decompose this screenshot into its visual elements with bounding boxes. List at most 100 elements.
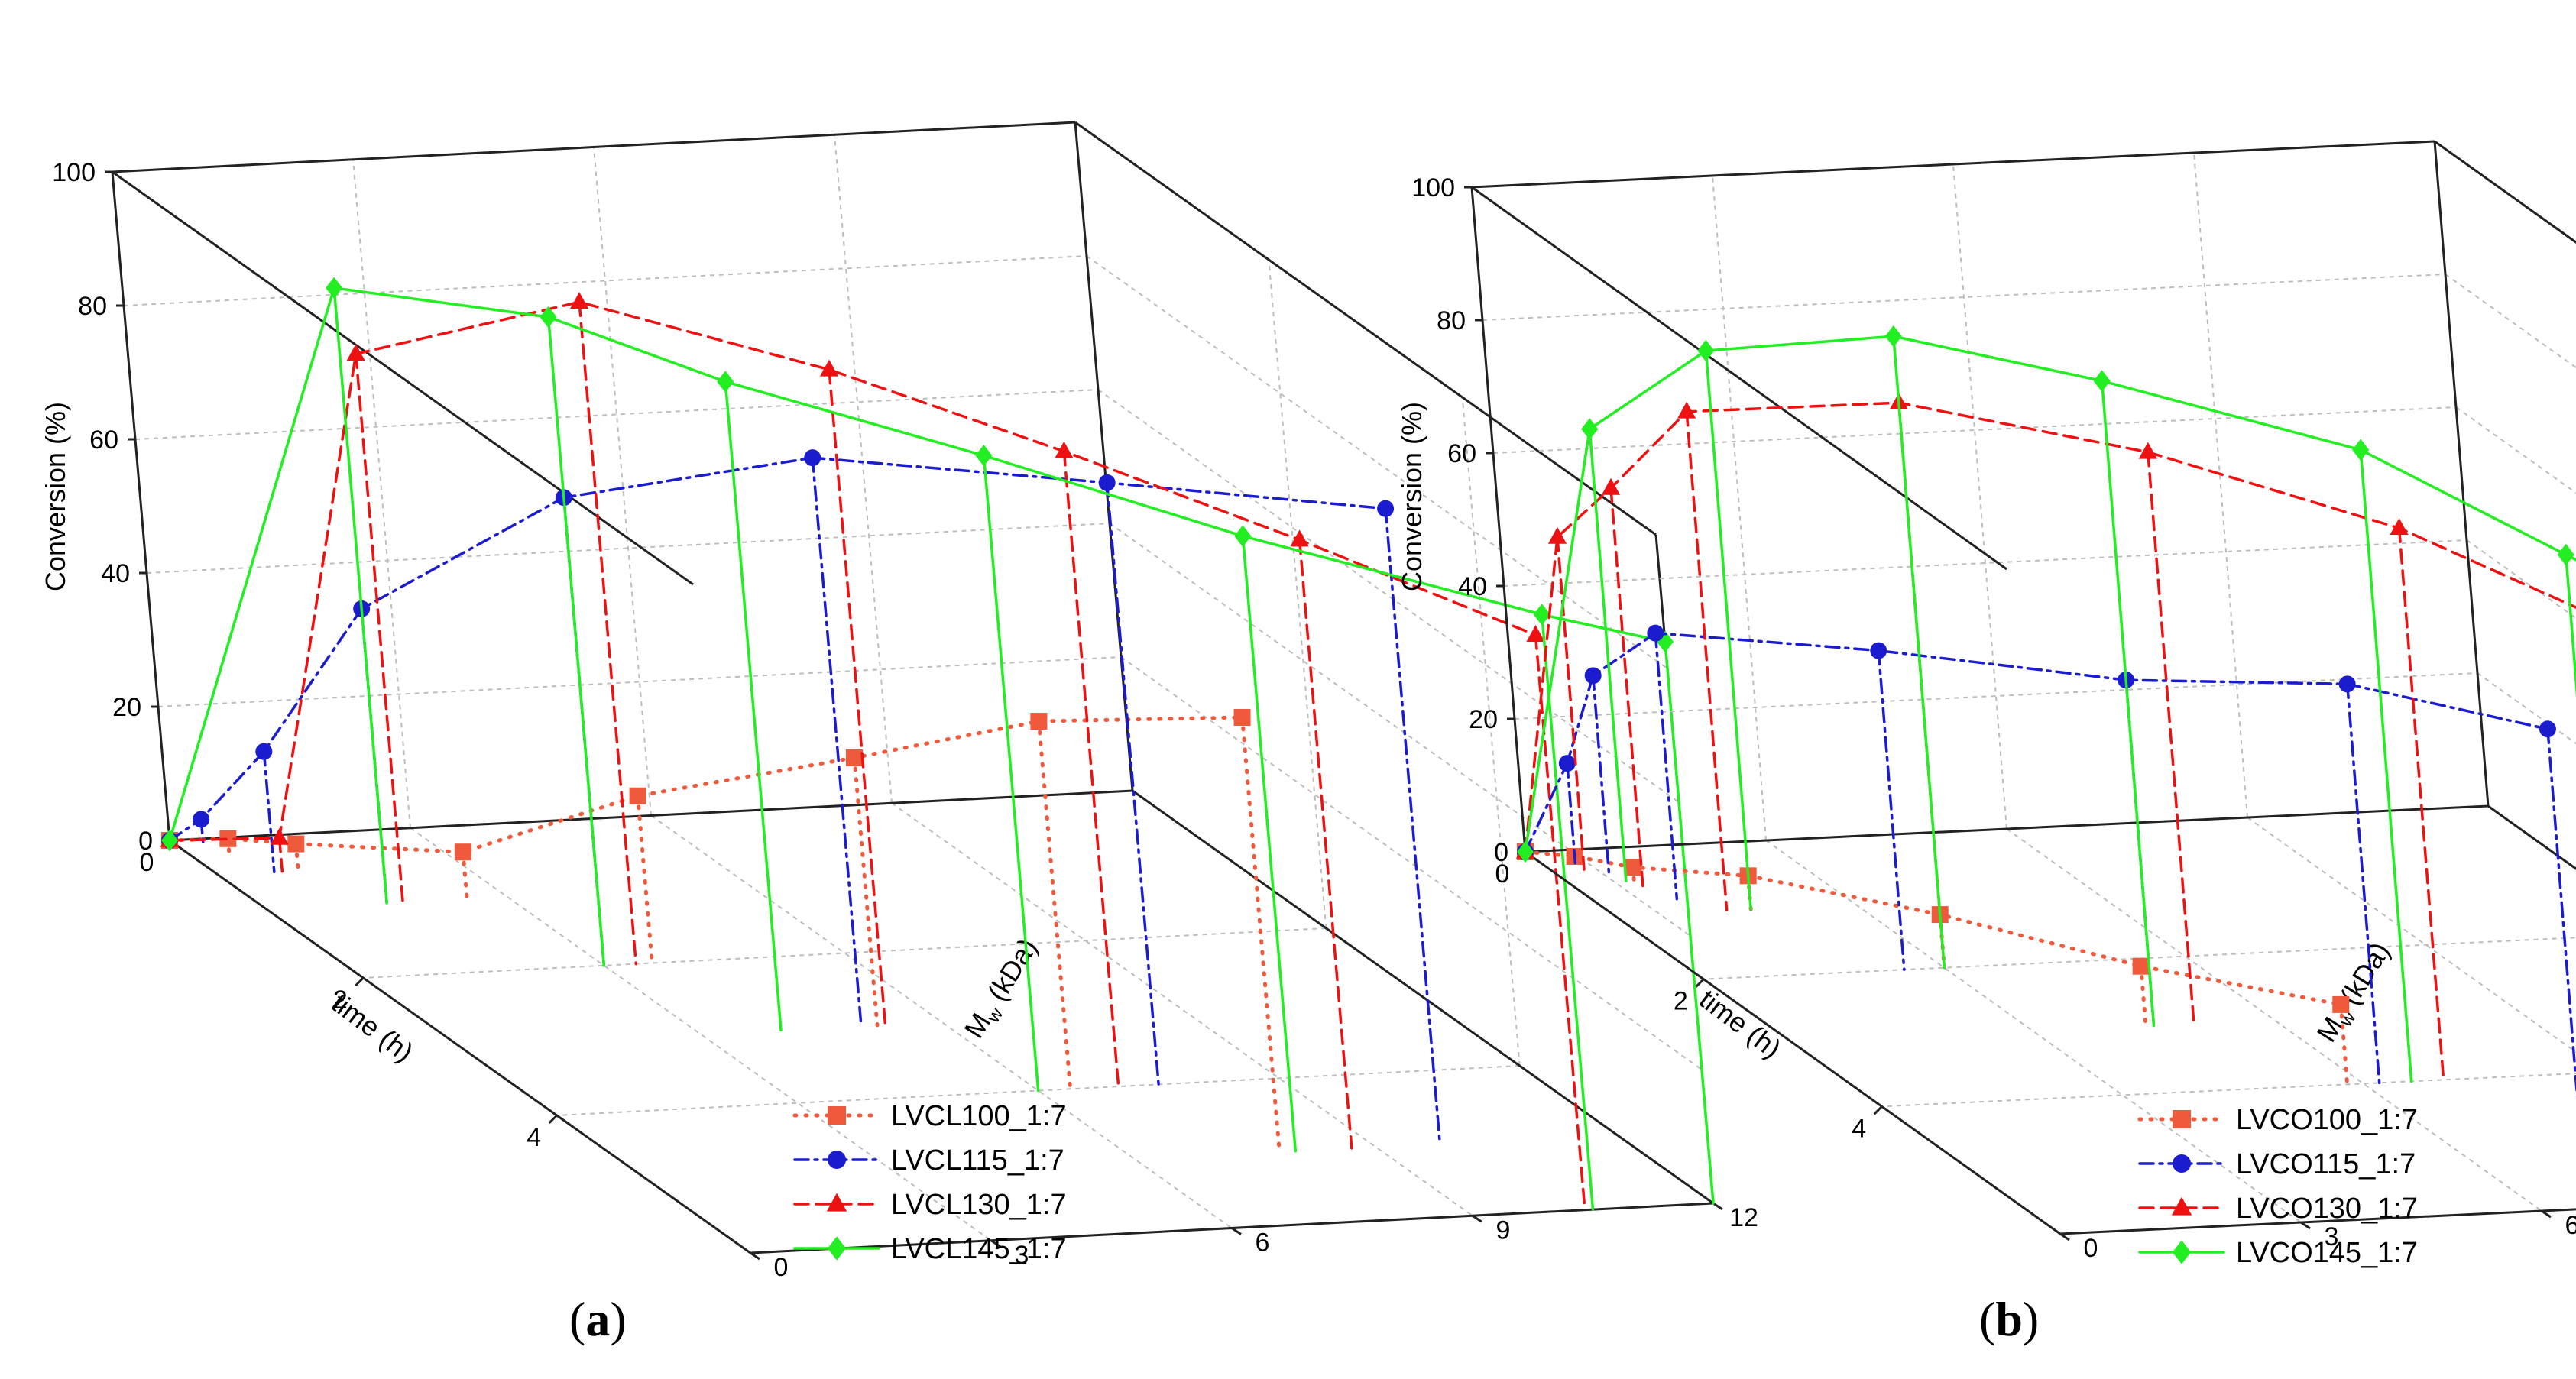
data-point: [1558, 755, 1576, 772]
y-tick-label: 3: [1015, 1241, 1029, 1270]
y-tick-label: 9: [1496, 1216, 1511, 1245]
x-tick: [355, 976, 365, 987]
axis-box-edge: [1525, 850, 2061, 1235]
z-tick-label: 0: [138, 827, 153, 856]
axis-box-edge: [112, 121, 1076, 173]
data-point: [1547, 526, 1567, 544]
series-drop-line: [1241, 534, 1298, 1153]
axis-box-edge: [1471, 186, 2007, 571]
series-line: [167, 715, 1245, 854]
x-tick-label: 2: [333, 986, 348, 1015]
grid-line: [352, 159, 411, 828]
data-point: [193, 811, 210, 828]
data-point: [1098, 474, 1116, 491]
grid-line: [1086, 255, 1668, 669]
series-drop-line: [2147, 451, 2195, 1025]
series-drop-line: [724, 380, 783, 1032]
series-line: [168, 300, 1537, 842]
z-tick-label: 20: [112, 693, 141, 722]
panel-label-a: (a): [569, 1292, 627, 1346]
series-line: [168, 286, 1667, 842]
axis-box-edge: [1525, 804, 2489, 853]
data-point: [287, 835, 305, 853]
data-point: [569, 292, 589, 309]
series-drop-line: [1685, 410, 1729, 912]
grid-line: [834, 134, 893, 804]
data-point: [346, 344, 365, 361]
y-tick: [2300, 1221, 2311, 1230]
data-point: [1697, 339, 1715, 362]
z-tick-label: 40: [101, 559, 130, 588]
data-point: [2352, 439, 2370, 461]
data-point: [2539, 720, 2556, 738]
series-line: [1524, 335, 2576, 853]
series-line: [1524, 631, 2549, 853]
series-drop-line: [1541, 613, 1595, 1211]
data-point: [219, 830, 237, 847]
data-point: [1517, 840, 1534, 863]
series-drop-line: [354, 352, 404, 904]
series-drop-line: [1609, 487, 1644, 889]
data-point: [2557, 543, 2574, 566]
series-drop-line: [1240, 715, 1282, 1154]
x-tick-label: 2: [1674, 987, 1688, 1016]
data-point: [819, 359, 839, 377]
y-tick-label: 0: [2084, 1234, 2098, 1263]
z-tick-label: 80: [1437, 306, 1466, 335]
grid-line: [363, 927, 1327, 979]
data-point: [1657, 630, 1674, 653]
data-point: [1533, 604, 1550, 626]
data-point: [2093, 370, 2111, 392]
x-axis-title: time (h): [326, 987, 419, 1068]
data-point: [1647, 624, 1664, 642]
axis-box-edge: [1074, 121, 1657, 536]
data-point: [629, 787, 646, 804]
data-point: [2171, 1196, 2192, 1216]
y-tick-label: 0: [774, 1253, 789, 1282]
data-point: [2338, 675, 2356, 693]
series-drop-line: [1654, 631, 1679, 901]
grid-line: [1120, 656, 1703, 1070]
data-point: [1584, 667, 1602, 685]
grid-line: [1514, 672, 2478, 720]
series-drop-line: [2345, 682, 2381, 1085]
data-point: [1030, 713, 1048, 730]
data-point: [1526, 624, 1545, 642]
grid-line: [2477, 672, 2576, 745]
series-drop-line: [1062, 450, 1120, 1088]
legend-label: LVCO145_1:7: [2236, 1237, 2418, 1269]
axis-box-edge: [111, 171, 171, 841]
legend-label: LVCL145_1:7: [891, 1233, 1067, 1265]
legend-label: LVCL100_1:7: [891, 1100, 1067, 1132]
grid-line: [2487, 805, 2576, 870]
z-axis-title: Conversion (%): [1396, 402, 1427, 591]
data-point: [1581, 418, 1599, 440]
data-point: [161, 829, 178, 852]
z-tick-label: 60: [1447, 439, 1476, 468]
data-point: [1870, 642, 1887, 659]
series-drop-line: [1591, 674, 1611, 877]
x-tick-label: 4: [1852, 1114, 1866, 1143]
series-drop-line: [2359, 448, 2413, 1083]
data-point: [846, 749, 863, 766]
data-point: [2173, 1240, 2191, 1264]
series-drop-line: [1664, 640, 1715, 1205]
y-tick-label: 6: [1256, 1228, 1270, 1258]
grid-line: [2193, 152, 2248, 818]
y-tick: [1231, 1227, 1242, 1235]
grid-line: [157, 656, 1122, 707]
series-drop-line: [1298, 538, 1353, 1150]
z-tick-label: 0: [1494, 838, 1508, 867]
x-tick-label: 4: [527, 1123, 541, 1152]
data-point: [828, 1106, 846, 1125]
series-drop-line: [1892, 335, 1946, 970]
series-drop-line: [1384, 507, 1442, 1145]
series-drop-line: [1105, 481, 1160, 1086]
data-point: [1624, 859, 1641, 876]
series-drop-line: [1704, 349, 1752, 911]
data-point: [2390, 518, 2409, 536]
grid-line: [593, 147, 652, 816]
y-tick-label: 6: [2565, 1211, 2576, 1240]
data-point: [270, 827, 289, 845]
data-point: [2173, 1154, 2191, 1173]
